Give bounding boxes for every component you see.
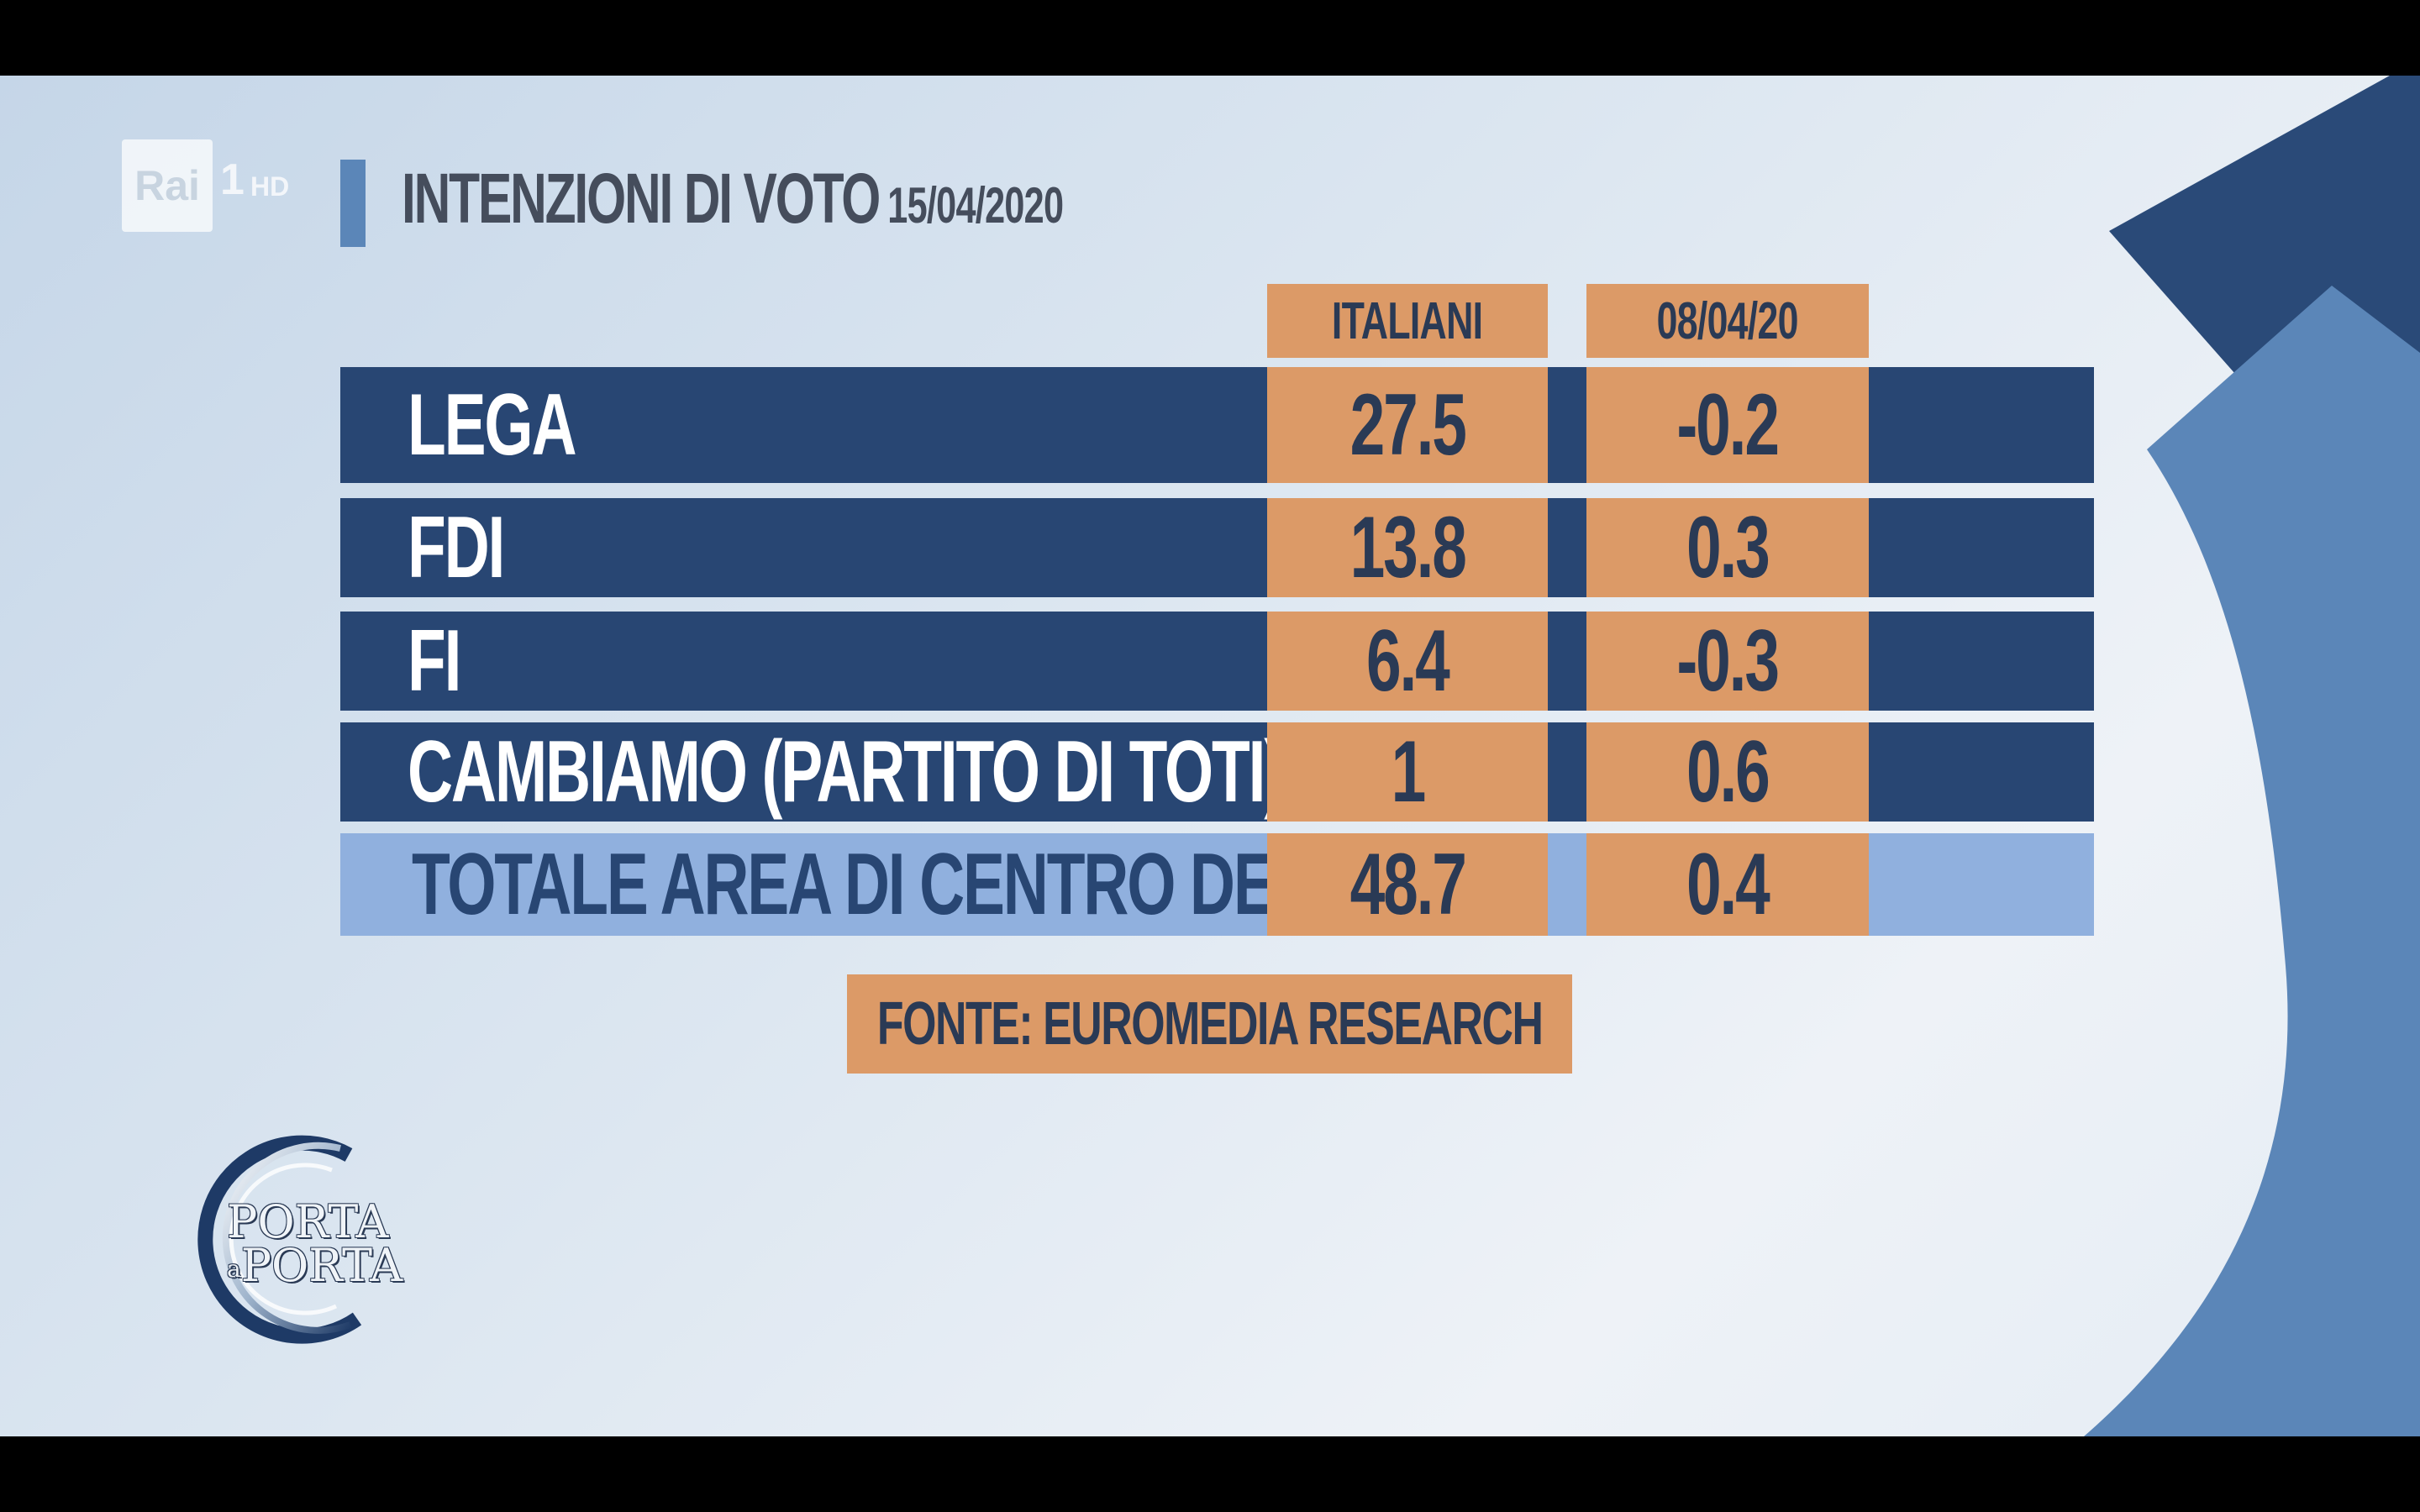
change-value: 0.3 (1586, 498, 1869, 597)
party-label: CAMBIAMO (PARTITO DI TOTI) (408, 722, 1285, 821)
page-title: INTENZIONI DI VOTO 15/04/2020 (402, 163, 1064, 234)
change-value: -0.3 (1586, 612, 1869, 711)
title-accent-bar (340, 160, 366, 247)
column-header-italiani: ITALIANI (1267, 284, 1548, 358)
italiani-value: 13.8 (1267, 498, 1548, 597)
party-label: FDI (408, 498, 505, 596)
change-value: 0.4 (1586, 833, 1869, 936)
table-row: FI 6.4 -0.3 (340, 612, 2094, 711)
column-header-previous-label: 08/04/20 (1656, 291, 1799, 350)
party-label: LEGA (408, 375, 577, 474)
party-label: FI (408, 612, 461, 710)
background-decoration (2084, 76, 2420, 1436)
change-value: 0.6 (1586, 722, 1869, 822)
italiani-value: 27.5 (1267, 367, 1548, 483)
porta-a-porta-line2-text: PORTA (240, 1239, 403, 1292)
column-header-italiani-label: ITALIANI (1332, 291, 1483, 350)
table-row: CAMBIAMO (PARTITO DI TOTI) 1 0.6 (340, 722, 2094, 822)
porta-a-porta-line2: aPORTA (227, 1243, 402, 1289)
change-value: -0.2 (1586, 367, 1869, 483)
italiani-value: 1 (1267, 722, 1548, 822)
hd-badge: HD (250, 171, 290, 202)
table-row: LEGA 27.5 -0.2 (340, 367, 2094, 483)
rai-logo-text: Rai (134, 162, 200, 209)
table-row-total: TOTALE AREA DI CENTRO DESTRA 48.7 0.4 (340, 833, 2094, 936)
channel-number: 1 (220, 155, 245, 204)
porta-a-porta-line1: PORTA (227, 1195, 389, 1248)
porta-a-porta-logo (197, 1135, 362, 1344)
title-date: 15/04/2020 (887, 177, 1064, 234)
italiani-value: 48.7 (1267, 833, 1548, 936)
column-header-previous: 08/04/20 (1586, 284, 1869, 358)
source-text: FONTE: EUROMEDIA RESEARCH (876, 990, 1544, 1058)
title-main: INTENZIONI DI VOTO (402, 159, 881, 238)
broadcast-frame: Rai 1 HD INTENZIONI DI VOTO 15/04/2020 IT… (0, 76, 2420, 1436)
source-label: FONTE: EUROMEDIA RESEARCH (847, 974, 1572, 1074)
table-row: FDI 13.8 0.3 (340, 498, 2094, 597)
porta-a-porta-connector: a (227, 1255, 241, 1283)
italiani-value: 6.4 (1267, 612, 1548, 711)
rai-logo: Rai (122, 139, 213, 232)
